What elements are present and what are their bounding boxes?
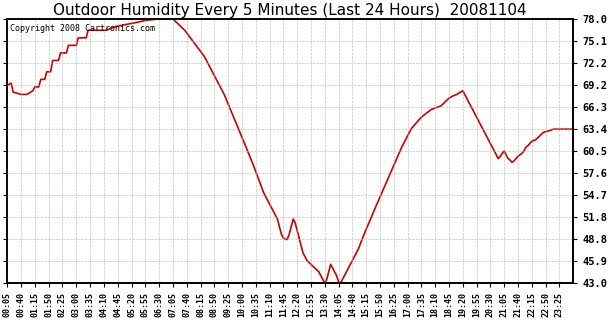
Title: Outdoor Humidity Every 5 Minutes (Last 24 Hours)  20081104: Outdoor Humidity Every 5 Minutes (Last 2…	[54, 3, 527, 18]
Text: Copyright 2008 Cartronics.com: Copyright 2008 Cartronics.com	[10, 24, 155, 33]
